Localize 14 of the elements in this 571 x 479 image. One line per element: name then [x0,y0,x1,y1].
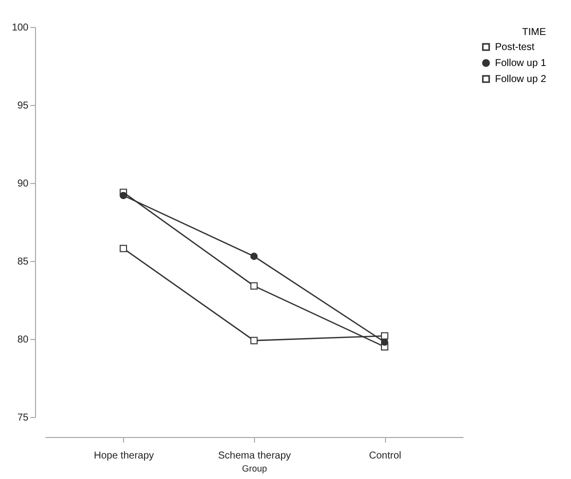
x-tick-label: Hope therapy [94,450,154,462]
legend-label: Post-test [495,42,535,53]
x-tick-label: Schema therapy [218,450,291,462]
x-axis-title: Group [242,464,268,474]
y-tick-label: 100 [12,22,29,34]
x-tick-label: Control [369,450,402,462]
y-tick-label: 75 [17,412,29,424]
y-tick-label: 95 [17,100,29,112]
legend-title: TIME [522,27,546,38]
legend-label: Follow up 1 [495,58,547,69]
legend-label: Follow up 2 [495,74,547,85]
y-tick-label: 90 [17,178,29,190]
y-tick-label: 85 [17,256,29,268]
y-tick-label: 80 [17,334,29,346]
